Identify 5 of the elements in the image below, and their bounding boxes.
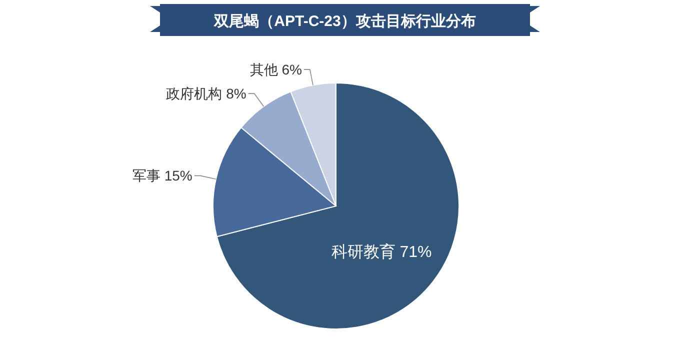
slice-label: 军事 15% (132, 168, 192, 184)
slice-label: 政府机构 8% (166, 86, 246, 102)
chart-title: 双尾蝎（APT-C-23）攻击目标行业分布 (213, 13, 476, 30)
slice-label: 其他 6% (250, 61, 302, 78)
slice-label: 科研教育 71% (331, 243, 432, 262)
